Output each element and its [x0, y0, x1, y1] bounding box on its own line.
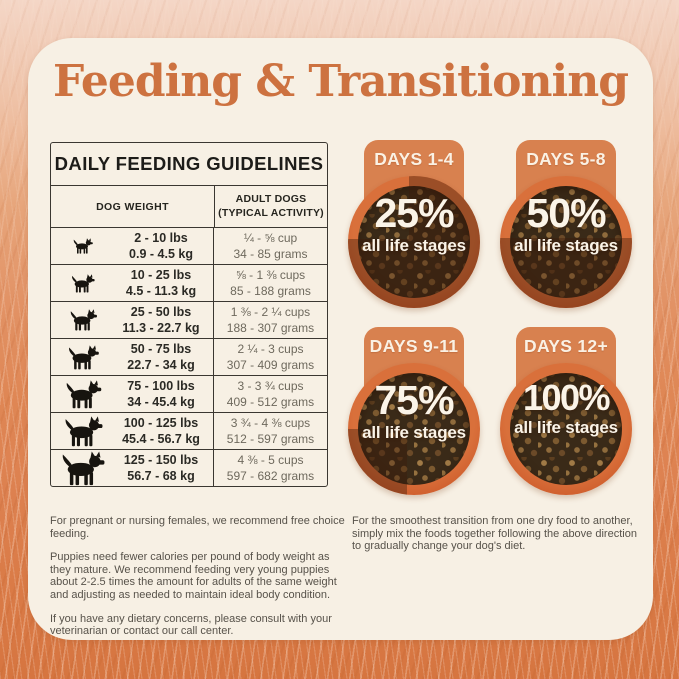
all-life-stages-label: all life stages — [514, 417, 618, 437]
all-life-stages-label: all life stages — [362, 423, 466, 443]
page-title: Feeding & Transitioning — [53, 56, 629, 107]
dog-size-icon — [57, 274, 109, 293]
dog-size-icon — [57, 416, 109, 447]
transition-step-days-1-4: DAYS 1-4 25% all life stages — [344, 140, 484, 310]
food-bowl-image: 100% all life stages — [500, 363, 632, 495]
dog-size-icon — [57, 345, 109, 370]
dog-size-icon — [57, 238, 109, 254]
transition-steps: DAYS 1-4 25% all life stages DAYS 5-8 — [344, 140, 636, 497]
kibble-texture — [358, 373, 470, 485]
info-card: Feeding & Transitioning DAILY FEEDING GU… — [28, 38, 653, 640]
food-bowl-image: 50% all life stages — [500, 176, 632, 308]
table-row: 100 - 125 lbs 45.4 - 56.7 kg 3 ¾ - 4 ⅜ cu… — [51, 413, 327, 450]
column-header-adult-dogs-line2: (TYPICAL ACTIVITY) — [218, 206, 324, 219]
note-pregnant-nursing: For pregnant or nursing females, we reco… — [50, 515, 345, 540]
table-row: 75 - 100 lbs 34 - 45.4 kg 3 - 3 ¾ cups 409… — [51, 376, 327, 413]
daily-feeding-guidelines-table: DAILY FEEDING GUIDELINES DOG WEIGHT ADUL… — [50, 142, 328, 487]
food-bowl-image: 75% all life stages — [348, 363, 480, 495]
mix-percentage: 25% — [374, 190, 454, 236]
transition-step-days-12-plus: DAYS 12+ 100% all life stages — [496, 327, 636, 497]
all-life-stages-label: all life stages — [514, 236, 618, 256]
note-dietary-concerns: If you have any dietary concerns, please… — [50, 612, 332, 638]
table-header-row: DOG WEIGHT ADULT DOGS (TYPICAL ACTIVITY) — [51, 186, 327, 228]
dog-size-icon — [57, 451, 109, 486]
kibble-texture — [358, 186, 470, 298]
feeding-notes: For pregnant or nursing females, we reco… — [50, 515, 350, 649]
column-header-dog-weight: DOG WEIGHT — [51, 186, 215, 227]
mix-percentage: 75% — [374, 377, 454, 423]
kibble-texture — [510, 186, 622, 298]
mix-percentage: 50% — [526, 190, 606, 236]
table-row: 2 - 10 lbs 0.9 - 4.5 kg ¼ - ⅝ cup 34 - 85 … — [51, 228, 327, 265]
table-row: 25 - 50 lbs 11.3 - 22.7 kg 1 ⅜ - 2 ¼ cups… — [51, 302, 327, 339]
column-header-adult-dogs-line1: ADULT DOGS — [235, 193, 307, 206]
table-row: 125 - 150 lbs 56.7 - 68 kg 4 ⅜ - 5 cups 59… — [51, 450, 327, 486]
table-title: DAILY FEEDING GUIDELINES — [51, 143, 327, 186]
transition-step-days-5-8: DAYS 5-8 50% all life stages — [496, 140, 636, 310]
all-life-stages-label: all life stages — [362, 236, 466, 256]
transition-step-days-9-11: DAYS 9-11 75% all life stages — [344, 327, 484, 497]
kibble-texture — [510, 373, 622, 485]
table-row: 10 - 25 lbs 4.5 - 11.3 kg ⅝ - 1 ⅜ cups 85 … — [51, 265, 327, 302]
food-bowl-image: 25% all life stages — [348, 176, 480, 308]
column-header-adult-dogs: ADULT DOGS (TYPICAL ACTIVITY) — [215, 186, 327, 227]
dog-size-icon — [57, 309, 109, 331]
table-row: 50 - 75 lbs 22.7 - 34 kg 2 ¼ - 3 cups 307 … — [51, 339, 327, 376]
note-puppies: Puppies need fewer calories per pound of… — [50, 551, 337, 601]
transition-note: For the smoothest transition from one dr… — [352, 515, 637, 553]
mix-percentage: 100% — [522, 377, 611, 418]
dog-size-icon — [57, 380, 109, 409]
